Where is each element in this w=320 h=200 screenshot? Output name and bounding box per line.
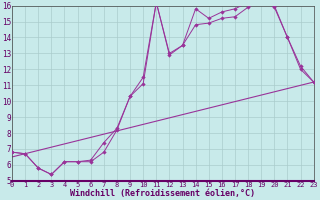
X-axis label: Windchill (Refroidissement éolien,°C): Windchill (Refroidissement éolien,°C) (70, 189, 255, 198)
